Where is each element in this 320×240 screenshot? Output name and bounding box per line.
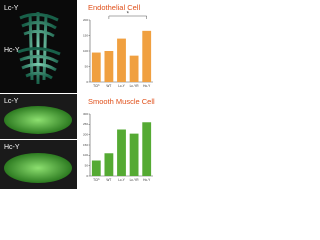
bar <box>117 38 126 82</box>
y-tick-label: 150 <box>83 33 88 37</box>
bar <box>104 51 114 82</box>
y-tick-label: 50 <box>85 64 89 68</box>
x-tick-label: WT <box>106 84 111 88</box>
bar <box>142 30 152 83</box>
panel-label: Hc-Y <box>4 144 20 151</box>
bar <box>129 55 139 82</box>
microscopy-cells: Lc-Y Hc-Y <box>0 94 77 189</box>
y-tick-label: 200 <box>83 18 88 22</box>
panel-label: Lc-Y <box>4 98 19 105</box>
y-tick-label: 100 <box>83 49 88 53</box>
significance-bracket <box>108 15 147 19</box>
x-tick-label: Hc-Y <box>143 84 151 88</box>
y-tick-label: 0 <box>86 80 88 84</box>
bar <box>129 133 139 176</box>
bar <box>104 153 114 176</box>
panel-label: Hc-Y <box>4 47 20 54</box>
x-tick-label: TCP <box>93 178 99 182</box>
y-tick-label: 200 <box>83 132 88 136</box>
chart-title: Endothelial Cell <box>88 3 140 12</box>
annotation: * <box>127 12 130 18</box>
x-tick-label: Hc-Y <box>143 178 151 182</box>
bar <box>91 160 101 176</box>
chart-title: Smooth Muscle Cell <box>88 97 155 106</box>
figure: Lc-Y Hc-Y Lc-Y Hc-Y Endothelial Cell 0 50 1… <box>0 0 155 189</box>
x-tick-label: TCP <box>93 84 99 88</box>
y-tick-label: 100 <box>83 153 88 157</box>
x-tick-label: Lc-Y <box>118 178 125 182</box>
bar <box>142 122 152 176</box>
microscopy-vessels: Lc-Y Hc-Y <box>0 0 77 93</box>
x-tick-label: Lc-YR <box>130 84 140 88</box>
y-tick-label: 300 <box>83 112 88 116</box>
y-tick-label: 50 <box>85 163 89 167</box>
y-tick-label: 250 <box>83 122 88 126</box>
bar <box>91 52 101 82</box>
x-tick-label: Lc-YR <box>130 178 140 182</box>
x-tick-label: WT <box>106 178 111 182</box>
panel-label: Lc-Y <box>4 5 19 12</box>
bar <box>117 129 126 176</box>
y-tick-label: 0 <box>86 174 88 178</box>
y-tick-label: 150 <box>83 143 88 147</box>
x-tick-label: Lc-Y <box>118 84 125 88</box>
